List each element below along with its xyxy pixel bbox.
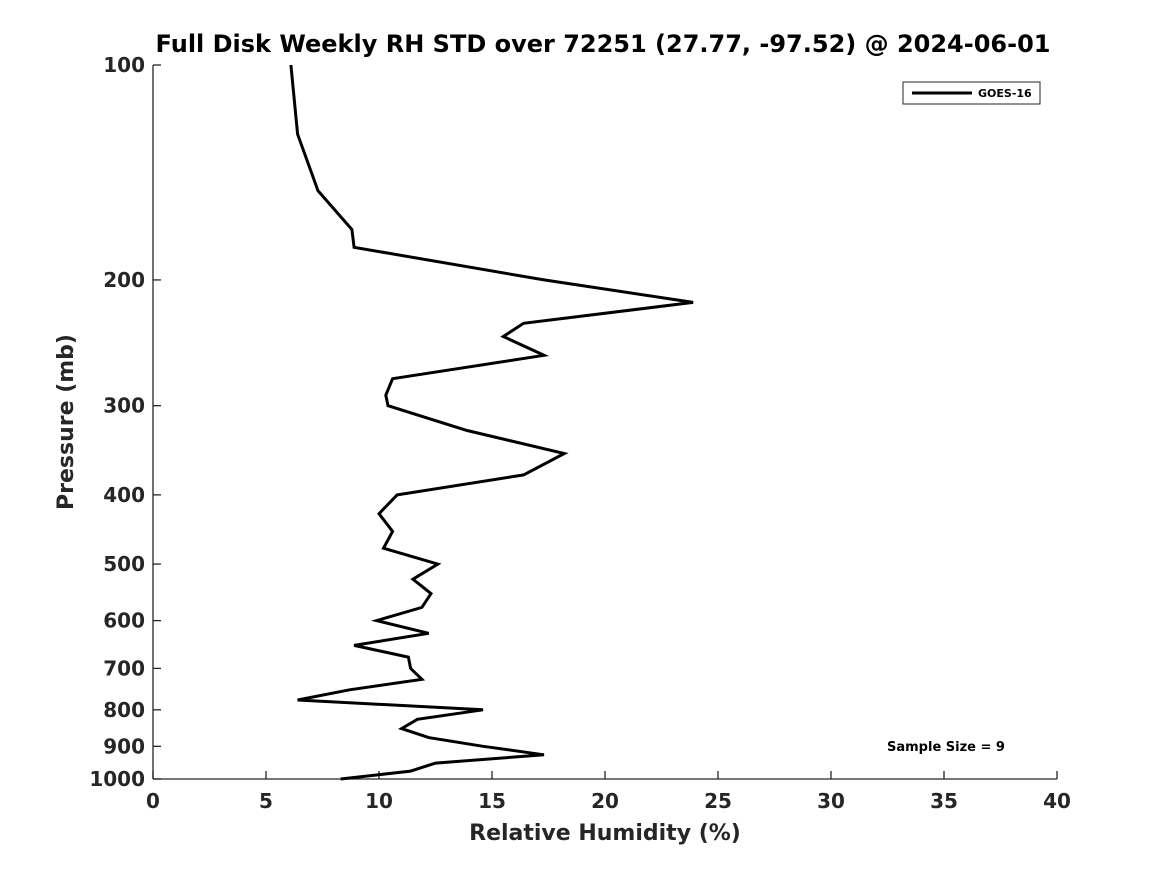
data-point	[297, 134, 298, 135]
data-point	[410, 771, 411, 772]
data-point	[421, 679, 422, 680]
y-axis-label: Pressure (mb)	[54, 334, 79, 510]
data-point	[349, 689, 350, 690]
x-ticks: 0 5 10 15 20 25 30 35 40	[146, 771, 1071, 813]
data-point	[523, 474, 524, 475]
y-ticks: 100 200 300 400 500 600 700 800 900 1000	[89, 53, 161, 791]
data-point	[376, 620, 377, 621]
series-line-goes-16	[289, 64, 694, 781]
data-point	[392, 531, 393, 532]
legend-label-goes-16: GOES-16	[978, 87, 1032, 100]
y-tick-label: 300	[103, 394, 145, 418]
y-tick-label: 500	[103, 552, 145, 576]
data-point	[483, 746, 484, 747]
data-point	[408, 657, 409, 658]
data-point	[544, 754, 545, 755]
x-tick-label: 40	[1043, 789, 1071, 813]
data-point	[503, 336, 504, 337]
y-tick-label: 900	[103, 734, 145, 758]
data-point	[431, 593, 432, 594]
data-point	[564, 453, 565, 454]
data-point	[417, 719, 418, 720]
data-point	[435, 763, 436, 764]
x-axis-label: Relative Humidity (%)	[469, 821, 741, 846]
data-point	[693, 302, 694, 303]
x-tick-label: 35	[930, 789, 958, 813]
data-point	[297, 700, 298, 701]
data-point	[340, 779, 341, 780]
axes	[152, 65, 1057, 780]
data-point	[379, 513, 380, 514]
x-tick-label: 15	[478, 789, 506, 813]
y-tick-label: 100	[103, 53, 145, 77]
data-point	[397, 494, 398, 495]
y-tick-label: 700	[103, 656, 145, 680]
data-point	[428, 737, 429, 738]
x-tick-label: 10	[365, 789, 393, 813]
sample-size-annotation: Sample Size = 9	[887, 740, 1005, 755]
x-tick-label: 25	[704, 789, 732, 813]
data-point	[354, 645, 355, 646]
x-tick-label: 20	[591, 789, 619, 813]
series-layer	[289, 64, 694, 781]
x-tick-label: 5	[259, 789, 273, 813]
data-point	[410, 668, 411, 669]
chart-title: Full Disk Weekly RH STD over 72251 (27.7…	[156, 30, 1051, 58]
data-point	[544, 279, 545, 280]
data-point	[392, 378, 393, 379]
data-point	[318, 190, 319, 191]
data-point	[544, 355, 545, 356]
y-tick-label: 200	[103, 268, 145, 292]
legend: GOES-16	[902, 81, 1041, 105]
data-point	[290, 65, 291, 66]
y-tick-label: 400	[103, 483, 145, 507]
data-point	[401, 728, 402, 729]
data-point	[385, 395, 386, 396]
data-point	[351, 229, 352, 230]
data-point	[383, 548, 384, 549]
y-tick-label: 800	[103, 698, 145, 722]
data-point	[428, 633, 429, 634]
data-point	[388, 405, 389, 406]
data-point	[467, 430, 468, 431]
data-point	[412, 579, 413, 580]
x-tick-label: 0	[146, 789, 160, 813]
data-point	[437, 564, 438, 565]
data-point	[421, 607, 422, 608]
data-point	[354, 247, 355, 248]
y-tick-label: 600	[103, 609, 145, 633]
y-tick-label: 1000	[89, 767, 145, 791]
data-point	[523, 323, 524, 324]
x-tick-label: 30	[817, 789, 845, 813]
data-point	[483, 709, 484, 710]
